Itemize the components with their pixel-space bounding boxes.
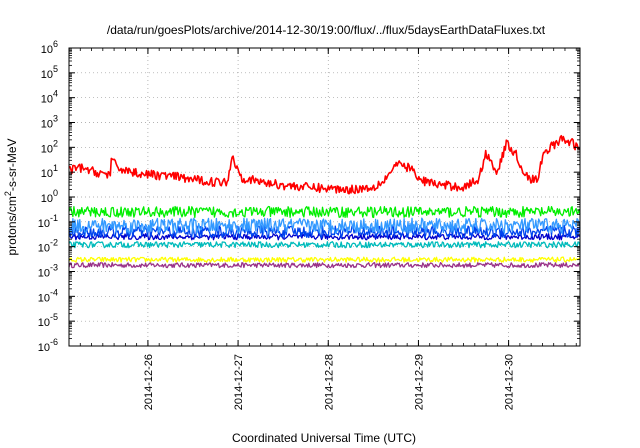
x-axis-label: Coordinated Universal Time (UTC) [232, 431, 416, 445]
x-tick-label: 2014-12-27 [233, 354, 245, 410]
y-tick-label: 103 [41, 114, 58, 131]
series-line [68, 217, 581, 234]
y-tick-label: 106 [41, 39, 58, 56]
series-group [68, 134, 581, 269]
y-tick-label: 102 [41, 138, 58, 155]
x-tick-label: 2014-12-29 [413, 354, 425, 410]
x-tick-label: 2014-12-30 [504, 354, 516, 410]
series-line [68, 134, 581, 195]
y-axis-ticks: 10-6 10-5 10-4 10-3 10-2 10-1 100 101 102 103 104 1… [38, 39, 580, 354]
y-tick-label: 105 [41, 64, 58, 81]
y-tick-label: 10-5 [38, 312, 58, 329]
series-line [68, 205, 581, 219]
x-axis-ticks: 2014-12-26 2014-12-27 2014-12-28 2014-12-29… [68, 48, 577, 410]
series-line [68, 256, 581, 263]
y-tick-label: 100 [41, 188, 58, 205]
y-tick-label: 10-6 [38, 337, 58, 354]
series-line [68, 262, 581, 269]
grid [69, 48, 580, 346]
y-tick-label: 10-2 [38, 238, 58, 255]
y-axis-label: protons/cm2-s-sr-MeV [3, 138, 19, 255]
series-line [68, 224, 581, 239]
y-tick-label: 10-4 [38, 287, 58, 304]
chart-title: /data/run/goesPlots/archive/2014-12-30/1… [107, 23, 546, 37]
x-tick-label: 2014-12-26 [143, 354, 155, 410]
y-tick-label: 104 [41, 89, 58, 106]
y-tick-label: 10-1 [38, 213, 58, 230]
series-line [68, 241, 581, 249]
x-tick-label: 2014-12-28 [323, 354, 335, 410]
y-tick-label: 10-3 [38, 263, 58, 280]
y-tick-label: 101 [41, 163, 58, 180]
